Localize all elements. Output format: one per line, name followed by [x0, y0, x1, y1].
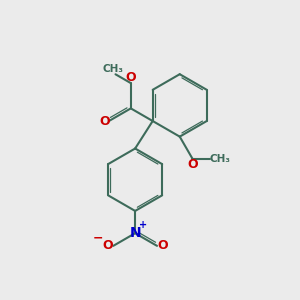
Text: +: + — [139, 220, 147, 230]
Text: CH₃: CH₃ — [209, 154, 230, 164]
Text: O: O — [125, 71, 136, 84]
Text: −: − — [93, 231, 104, 244]
Text: CH₃: CH₃ — [103, 64, 124, 74]
Text: O: O — [99, 115, 110, 128]
Text: O: O — [103, 239, 113, 252]
Text: O: O — [157, 239, 168, 252]
Text: N: N — [129, 226, 141, 240]
Text: O: O — [187, 158, 198, 171]
